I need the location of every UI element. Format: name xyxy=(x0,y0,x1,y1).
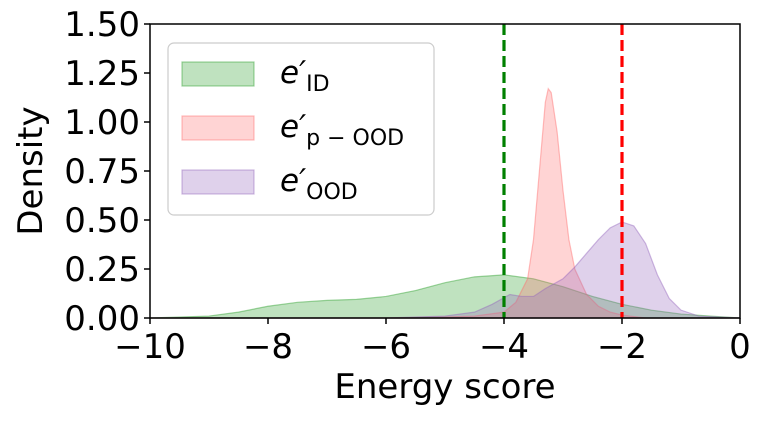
density-areas xyxy=(149,87,741,319)
legend-swatch-2 xyxy=(181,169,255,195)
density-area-2 xyxy=(150,221,741,319)
x-tick-label: −10 xyxy=(114,327,186,367)
y-axis-label: Density xyxy=(11,106,51,235)
x-tick-label: −2 xyxy=(597,327,647,367)
legend: e′ID e′p − OOD e′OOD xyxy=(167,42,435,216)
y-tick-label: 1.25 xyxy=(64,54,140,94)
y-tick-label: 1.50 xyxy=(64,5,140,45)
threshold-lines xyxy=(502,24,624,318)
x-tick-label: −8 xyxy=(243,327,293,367)
y-axis-ticks: 0.00 0.25 0.50 0.75 1.00 1.25 1.50 xyxy=(64,5,150,339)
density-area-1 xyxy=(150,87,740,319)
legend-swatch-1 xyxy=(181,115,255,141)
legend-label-1: e′p − OOD xyxy=(280,109,404,151)
y-tick-label: 0.00 xyxy=(64,299,140,339)
x-axis-ticks: −10 −8 −6 −4 −2 0 xyxy=(114,318,751,367)
x-axis-label: Energy score xyxy=(334,367,555,407)
y-tick-label: 0.75 xyxy=(64,152,140,192)
y-tick-label: 0.25 xyxy=(64,250,140,290)
legend-box xyxy=(167,42,435,216)
x-tick-label: 0 xyxy=(729,327,751,367)
y-tick-label: 1.00 xyxy=(64,103,140,143)
y-tick-label: 0.50 xyxy=(64,201,140,241)
density-area-0 xyxy=(149,274,741,319)
legend-swatch-0 xyxy=(181,61,255,87)
x-tick-label: −4 xyxy=(479,327,529,367)
legend-label-0: e′ID xyxy=(280,55,330,97)
legend-label-2: e′OOD xyxy=(280,163,358,205)
x-tick-label: −6 xyxy=(361,327,411,367)
